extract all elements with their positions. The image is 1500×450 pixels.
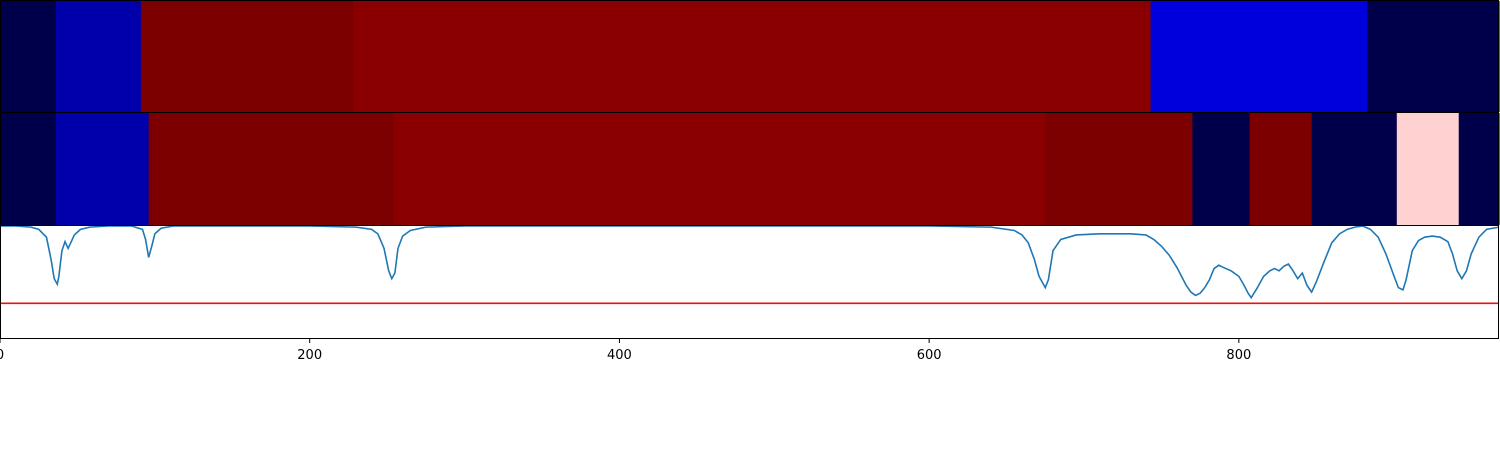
heatmap-segment — [1192, 113, 1251, 225]
x-tick-label: 800 — [1226, 348, 1251, 363]
x-tick-label: 600 — [917, 348, 942, 363]
heatmap-segment — [55, 1, 142, 112]
heatmap-segment — [148, 113, 394, 225]
heatmap-segment — [1311, 113, 1398, 225]
x-tick-label: 0 — [0, 348, 4, 363]
heatmap-segment — [1150, 1, 1368, 112]
panel-frame-bottom — [0, 225, 1499, 339]
x-axis: 0 200 400 600 800 — [0, 338, 1251, 363]
signal-line — [0, 225, 1500, 300]
heatmap-segment — [55, 113, 150, 225]
line-panel-background — [0, 226, 1499, 338]
heatmap-segment — [0, 1, 57, 112]
heatmap-segment — [1249, 113, 1313, 225]
heatmap-segment — [140, 1, 354, 112]
heatmap-segment — [1396, 113, 1460, 225]
heatmap-segment — [0, 113, 57, 225]
x-tick-label: 400 — [607, 348, 632, 363]
heatmap-segment — [353, 1, 1152, 112]
heatmap-band-top — [0, 1, 1500, 112]
x-tick-label: 200 — [297, 348, 322, 363]
heatmap-segment — [1367, 1, 1500, 112]
heatmap-segment — [1458, 113, 1500, 225]
heatmap-segment — [393, 113, 1046, 225]
line-panel — [0, 225, 1500, 338]
heatmap-segment — [1045, 113, 1193, 225]
heatmap-band-middle — [0, 113, 1500, 225]
